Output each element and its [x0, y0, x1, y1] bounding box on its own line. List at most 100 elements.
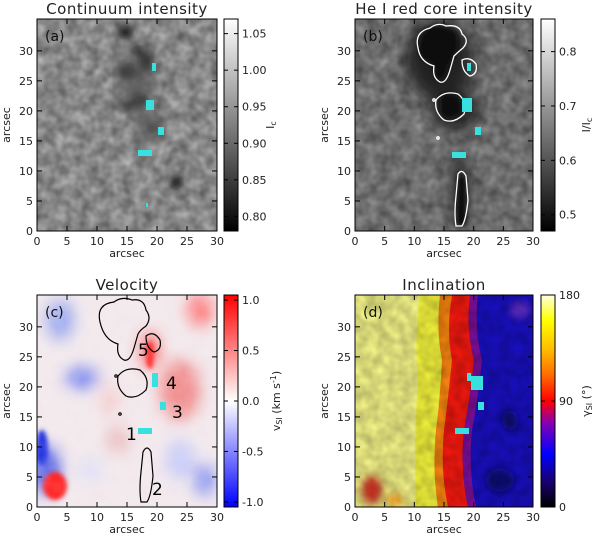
x-tick-label: 20 — [467, 511, 481, 524]
x-tick-label: 20 — [467, 235, 481, 248]
y-tick-label: 20 — [337, 105, 351, 118]
annotation-5: 5 — [138, 341, 149, 361]
colorbar-tick-label: 0.80 — [242, 210, 267, 223]
panel-d-cyan-patches — [455, 373, 484, 434]
colorbar-tick-label: 1.05 — [242, 28, 267, 41]
panel-a-cyan-patches — [138, 63, 164, 207]
y-tick-label: 30 — [19, 321, 33, 334]
y-tick-label: 5 — [344, 471, 351, 484]
colorbar-tick-label: 0.0 — [242, 395, 260, 408]
y-tick-label: 25 — [19, 351, 33, 364]
panel-c: Velocity — [0, 276, 284, 536]
panel-a-title: Continuum intensity — [46, 0, 208, 18]
colorbar-tick-label: 0 — [559, 501, 566, 514]
x-tick-label: 0 — [34, 511, 41, 524]
x-tick-label: 10 — [407, 511, 421, 524]
panel-a-ylabel: arcsec — [0, 107, 13, 143]
y-tick-label: 15 — [337, 135, 351, 148]
colorbar-tick-label: 0.7 — [559, 100, 577, 113]
x-tick-label: 25 — [496, 511, 510, 524]
x-tick-label: 30 — [210, 235, 224, 248]
colorbar-tick-label: -1.0 — [242, 496, 263, 509]
panel-c-ylabel: arcsec — [0, 383, 13, 419]
colorbar-tick-label: 0.90 — [242, 137, 267, 150]
annotation-4: 4 — [166, 374, 177, 394]
colorbar-tick-label: 0.5 — [242, 345, 260, 358]
x-tick-label: 5 — [64, 511, 71, 524]
x-tick-label: 15 — [437, 511, 451, 524]
y-tick-label: 20 — [19, 105, 33, 118]
panel-a-colorbar — [223, 18, 239, 232]
y-tick-label: 0 — [26, 501, 33, 514]
panel-d-colorbar-label: γSI (°) — [580, 385, 594, 417]
colorbar-tick-label: 0.5 — [559, 209, 577, 222]
annotation-3: 3 — [172, 403, 183, 423]
y-tick-label: 0 — [26, 225, 33, 238]
annotation-1: 1 — [126, 425, 137, 445]
x-tick-label: 30 — [526, 511, 540, 524]
y-tick-label: 15 — [19, 135, 33, 148]
colorbar-tick-label: 0.95 — [242, 101, 267, 114]
panel-b: He I red core intensity — [318, 0, 594, 260]
x-tick-label: 5 — [381, 511, 388, 524]
panel-c-title: Velocity — [96, 276, 159, 294]
x-tick-label: 25 — [180, 235, 194, 248]
panel-d-image — [355, 295, 533, 507]
x-tick-label: 0 — [352, 235, 359, 248]
panel-b-colorbar-label: I/Ic — [580, 118, 594, 133]
y-tick-label: 25 — [19, 75, 33, 88]
x-tick-label: 0 — [352, 511, 359, 524]
colorbar-tick-label: -0.5 — [242, 445, 263, 458]
panel-d-title: Inclination — [402, 276, 485, 294]
y-tick-label: 10 — [19, 441, 33, 454]
panel-c-label: (c) — [45, 305, 64, 321]
y-tick-label: 25 — [337, 351, 351, 364]
panel-b-cyan-patches — [452, 63, 481, 158]
panel-b-colorbar — [540, 18, 556, 232]
colorbar-tick-label: 0.85 — [242, 174, 267, 187]
panel-a-xlabel: arcsec — [109, 247, 145, 260]
y-tick-label: 10 — [19, 165, 33, 178]
y-tick-label: 0 — [344, 501, 351, 514]
y-tick-label: 25 — [337, 75, 351, 88]
panel-b-ylabel: arcsec — [318, 107, 331, 143]
panel-d-xlabel: arcsec — [426, 523, 462, 536]
panel-b-image — [355, 19, 533, 231]
panel-b-xlabel: arcsec — [426, 247, 462, 260]
panel-c-colorbar-label: vSI (km s-1) — [269, 371, 284, 431]
colorbar-tick-label: 0.8 — [559, 46, 577, 59]
colorbar-tick-label: 1.0 — [242, 294, 260, 307]
y-tick-label: 15 — [19, 411, 33, 424]
x-tick-label: 5 — [64, 235, 71, 248]
colorbar-tick-label: 90 — [559, 395, 573, 408]
panel-a-label: (a) — [45, 29, 65, 45]
y-tick-label: 5 — [26, 195, 33, 208]
panel-b-label: (b) — [363, 29, 383, 45]
y-tick-label: 20 — [19, 381, 33, 394]
x-tick-label: 30 — [210, 511, 224, 524]
panel-c-xlabel: arcsec — [109, 523, 145, 536]
y-tick-label: 10 — [337, 441, 351, 454]
x-tick-label: 10 — [90, 235, 104, 248]
panel-d-ylabel: arcsec — [318, 383, 331, 419]
panel-a-colorbar-label: Ic — [264, 121, 278, 129]
y-tick-label: 0 — [344, 225, 351, 238]
panel-b-title: He I red core intensity — [355, 0, 533, 18]
x-tick-label: 30 — [526, 235, 540, 248]
y-tick-label: 30 — [337, 45, 351, 58]
x-tick-label: 15 — [120, 235, 134, 248]
y-tick-label: 10 — [337, 165, 351, 178]
x-tick-label: 0 — [34, 235, 41, 248]
panel-c-contours — [98, 297, 161, 503]
x-tick-label: 20 — [150, 511, 164, 524]
x-tick-label: 15 — [437, 235, 451, 248]
panel-a-image — [37, 19, 217, 231]
panel-a: Continuum intensity — [0, 0, 278, 260]
colorbar-tick-label: 180 — [559, 289, 580, 302]
x-tick-label: 15 — [120, 511, 134, 524]
colorbar-tick-label: 0.6 — [559, 154, 577, 167]
x-tick-label: 5 — [381, 235, 388, 248]
y-tick-label: 30 — [19, 45, 33, 58]
x-tick-label: 10 — [90, 511, 104, 524]
